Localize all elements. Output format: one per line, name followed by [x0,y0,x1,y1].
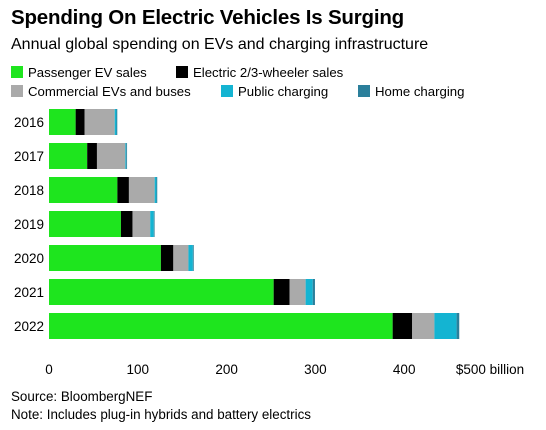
legend-label: Passenger EV sales [28,64,147,80]
legend-swatch [11,66,23,78]
bar-segment-2018-3 [154,177,157,203]
bar-segment-2020-3 [188,245,193,271]
source-note: Source: BloombergNEF [11,389,153,404]
chart-subtitle: Annual global spending on EVs and chargi… [11,36,429,53]
legend-label: Public charging [238,83,329,99]
legend-swatch [11,85,23,97]
legend-item-two-wheeler: Electric 2/3-wheeler sales [176,64,343,80]
bar-segment-2022-2 [412,313,435,339]
bar-segment-2022-0 [49,313,393,339]
legend-label: Electric 2/3-wheeler sales [193,64,344,80]
x-tick-label-0: 0 [45,362,53,377]
legend-label: Home charging [375,83,465,99]
x-tick-label-1: 100 [127,362,150,377]
legend-item-home-charging: Home charging [358,83,464,99]
bar-segment-2017-3 [125,143,127,169]
bar-segment-2017-0 [49,143,88,169]
bar-segment-2017-2 [96,143,126,169]
bar-segment-2020-1 [160,245,174,271]
legend-item-passenger: Passenger EV sales [11,64,147,80]
x-tick-label-2: 200 [215,362,238,377]
bar-segment-2019-4 [153,211,155,237]
bar-segment-2019-1 [120,211,133,237]
legend-swatch [358,85,370,97]
legend-label: Commercial EVs and buses [28,83,191,99]
category-label-2021: 2021 [14,285,44,300]
category-label-2018: 2018 [14,183,44,198]
footnote: Note: Includes plug-in hybrids and batte… [11,407,311,422]
legend-item-commercial: Commercial EVs and buses [11,83,191,99]
bar-segment-2018-4 [156,177,158,203]
category-label-2019: 2019 [14,217,44,232]
bar-segment-2021-1 [273,279,290,305]
bar-segment-2017-1 [87,143,97,169]
bar-segment-2016-4 [116,109,118,135]
bar-segment-2021-0 [49,279,274,305]
chart-title: Spending On Electric Vehicles Is Surging [11,6,404,29]
bar-segment-2018-0 [49,177,118,203]
bar-segment-2021-3 [305,279,313,305]
category-label-2016: 2016 [14,115,44,130]
category-label-2017: 2017 [14,149,44,164]
x-tick-label-4: 400 [393,362,416,377]
bar-segment-2022-3 [434,313,457,339]
bar-segment-2019-0 [49,211,121,237]
category-label-2020: 2020 [14,251,44,266]
bar-segment-2020-2 [173,245,189,271]
bar-segment-2018-2 [128,177,155,203]
bar-segment-2019-2 [132,211,151,237]
bar-segment-2020-0 [49,245,161,271]
legend-swatch [221,85,233,97]
bar-segment-2017-4 [126,143,128,169]
category-label-2022: 2022 [14,319,44,334]
legend-item-public-charging: Public charging [221,83,328,99]
bar-segment-2021-4 [312,279,315,305]
bar-segment-2022-4 [456,313,460,339]
bar-segment-2018-1 [117,177,129,203]
bar-segment-2016-1 [75,109,85,135]
x-tick-label-5: $500 billion [456,362,524,377]
bar-segment-2016-3 [114,109,117,135]
bar-segment-2019-3 [150,211,154,237]
bar-segment-2016-2 [84,109,115,135]
bar-segment-2021-2 [289,279,306,305]
x-tick-label-3: 300 [304,362,327,377]
bar-segment-2016-0 [49,109,76,135]
legend-swatch [176,66,188,78]
bar-segment-2022-1 [392,313,413,339]
bar-segment-2020-4 [192,245,194,271]
